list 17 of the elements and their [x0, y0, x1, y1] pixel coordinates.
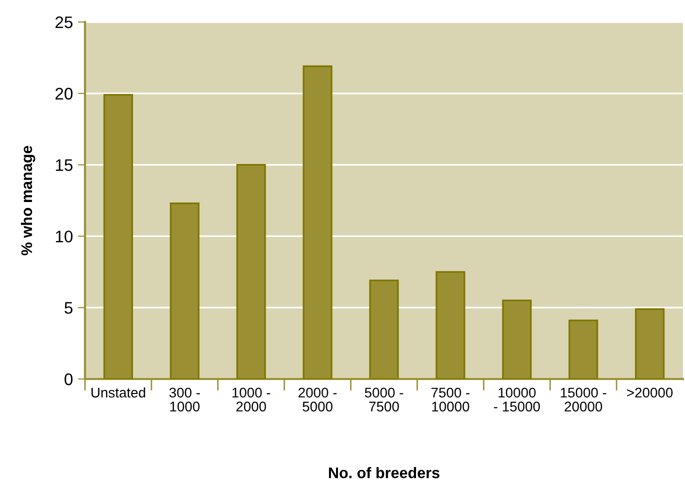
y-tick-label: 25	[55, 16, 72, 28]
y-tick-label: 0	[64, 373, 73, 386]
x-tick-label: 2000 - 5000	[298, 388, 337, 412]
x-tick-label: 10000 - 15000	[494, 388, 540, 412]
x-tick-label: 15000 - 20000	[560, 388, 606, 412]
y-tick-label: 5	[64, 302, 72, 314]
y-tick-label: 20	[55, 88, 73, 100]
x-tick-label: 7500 - 10000	[431, 388, 470, 412]
y-tick-label: 15	[56, 159, 72, 172]
x-tick-label: 5000 - 7500	[364, 388, 404, 412]
x-tick-label: Unstated	[92, 387, 146, 398]
x-tick-label: >20000	[627, 388, 673, 398]
y-tick-label: 10	[56, 230, 73, 242]
x-axis-title: No. of breeders	[328, 467, 440, 478]
y-axis-title: % who manage	[20, 146, 36, 256]
x-tick-label: 300 - 1000	[169, 388, 200, 412]
x-tick-label: 1000 - 2000	[232, 388, 270, 412]
